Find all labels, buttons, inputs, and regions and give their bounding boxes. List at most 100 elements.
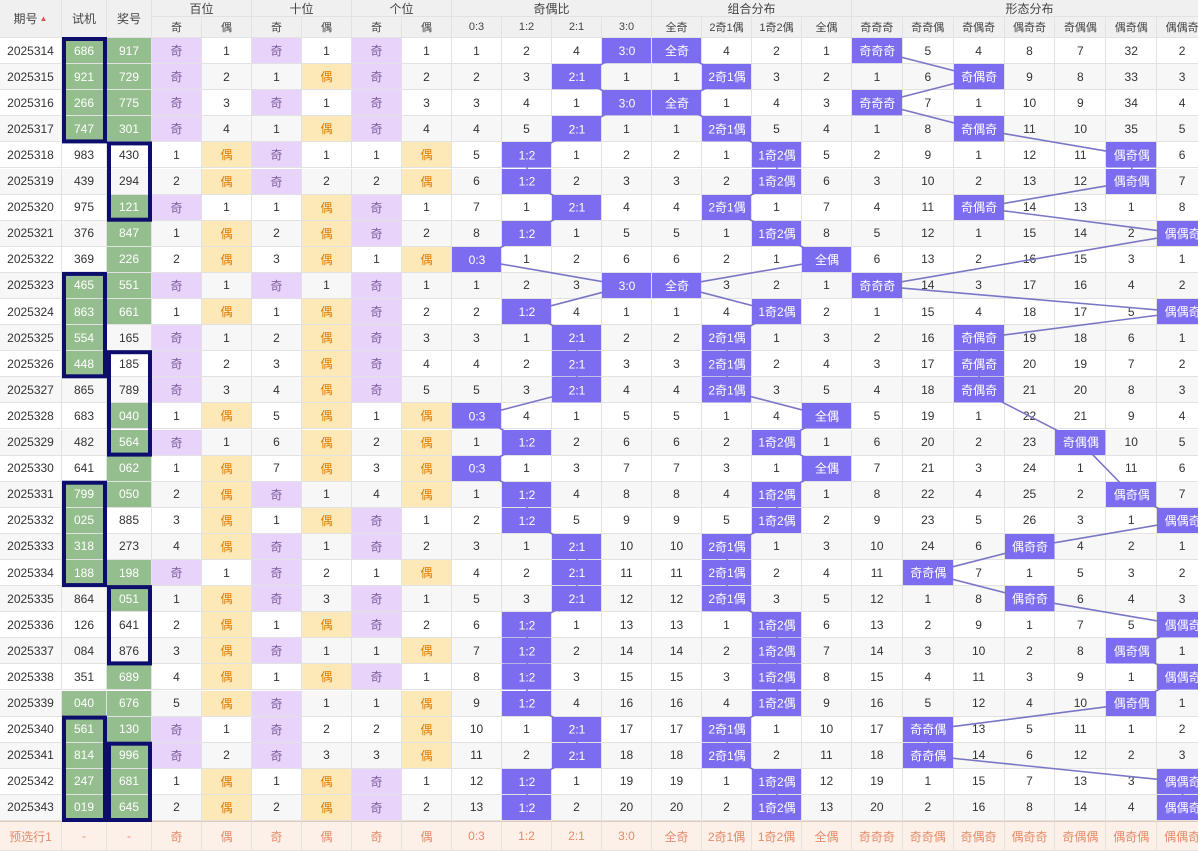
row-cell: 24	[902, 533, 954, 560]
row-period[interactable]: 2025318	[0, 142, 62, 169]
row-period[interactable]: 2025324	[0, 299, 62, 326]
row-period[interactable]: 2025325	[0, 325, 62, 352]
row-cell: 3	[852, 351, 903, 378]
row-cell: 偶	[202, 690, 252, 717]
row-cell: 19	[652, 768, 702, 795]
row-cell: 偶	[402, 716, 452, 743]
row-cell: 偶奇偶	[1106, 481, 1158, 508]
row-cell: 6	[652, 246, 702, 273]
row-period[interactable]: 2025334	[0, 560, 62, 587]
row-period[interactable]: 2025317	[0, 116, 62, 143]
footer-cell[interactable]: 全偶	[802, 821, 852, 851]
row-cell: 偶奇偶	[1106, 638, 1158, 665]
row-cell: 1	[302, 690, 352, 717]
row-cell: 全偶	[802, 246, 852, 273]
sort-asc-icon[interactable]: ▲	[39, 14, 48, 23]
row-cell: 4	[452, 116, 502, 143]
row-cell: 2奇1偶	[702, 560, 752, 587]
footer-cell[interactable]: 奇	[152, 821, 202, 851]
row-period[interactable]: 2025328	[0, 403, 62, 430]
footer-cell[interactable]: 奇奇偶	[902, 821, 954, 851]
row-period[interactable]: 2025335	[0, 586, 62, 613]
header-period[interactable]: 期号 ▲	[0, 0, 62, 38]
row-cell: 3	[953, 272, 1005, 299]
row-cell: 2	[302, 168, 352, 195]
row-cell: 14	[1004, 194, 1056, 221]
row-period[interactable]: 2025343	[0, 794, 62, 821]
footer-cell[interactable]: 偶	[202, 821, 252, 851]
row-cell: 14	[652, 638, 702, 665]
row-cell: 3	[802, 90, 852, 117]
footer-cell[interactable]: 1:2	[502, 821, 552, 851]
footer-cell[interactable]: 偶奇奇	[1004, 821, 1056, 851]
row-cell: 偶	[302, 794, 352, 821]
row-period[interactable]: 2025338	[0, 664, 62, 691]
row-period[interactable]: 2025332	[0, 507, 62, 534]
row-prize-number: 198	[107, 560, 152, 587]
row-period[interactable]: 2025316	[0, 90, 62, 117]
row-period[interactable]: 2025330	[0, 455, 62, 482]
footer-cell[interactable]: 偶	[402, 821, 452, 851]
row-period[interactable]: 2025327	[0, 377, 62, 404]
row-cell: 4	[152, 664, 202, 691]
row-cell: 10	[902, 168, 954, 195]
row-period[interactable]: 2025319	[0, 168, 62, 195]
row-cell: 1	[202, 716, 252, 743]
row-cell: 34	[1106, 90, 1158, 117]
row-cell: 4	[152, 533, 202, 560]
footer-cell[interactable]: 2奇1偶	[702, 821, 752, 851]
footer-cell[interactable]: 偶奇偶	[1106, 821, 1158, 851]
row-period[interactable]: 2025320	[0, 194, 62, 221]
row-cell: 2奇1偶	[702, 194, 752, 221]
footer-cell[interactable]: 3:0	[602, 821, 652, 851]
row-cell: 1	[202, 194, 252, 221]
row-period[interactable]: 2025314	[0, 38, 62, 65]
footer-cell[interactable]: 全奇	[652, 821, 702, 851]
row-cell: 20	[1004, 351, 1056, 378]
row-trial-number: 686	[62, 38, 107, 65]
row-cell: 偶	[202, 142, 252, 169]
row-period[interactable]: 2025339	[0, 690, 62, 717]
row-period[interactable]: 2025337	[0, 638, 62, 665]
row-cell: 1	[252, 64, 302, 91]
row-period[interactable]: 2025342	[0, 768, 62, 795]
row-cell: 7	[452, 194, 502, 221]
subheader-8: 2:1	[552, 17, 602, 38]
footer-cell[interactable]: 2:1	[552, 821, 602, 851]
footer-cell[interactable]: 奇偶奇	[953, 821, 1005, 851]
row-cell: 偶偶奇	[1157, 664, 1198, 691]
row-period[interactable]: 2025323	[0, 272, 62, 299]
row-cell: 2	[202, 742, 252, 769]
row-cell: 2	[602, 325, 652, 352]
footer-cell[interactable]: 偶偶奇	[1157, 821, 1198, 851]
footer-cell[interactable]: 偶	[302, 821, 352, 851]
footer-cell[interactable]: 奇	[252, 821, 302, 851]
row-cell: 1	[702, 768, 752, 795]
row-period[interactable]: 2025326	[0, 351, 62, 378]
row-cell: 3	[452, 533, 502, 560]
row-prize-number: 564	[107, 429, 152, 456]
row-cell: 5	[902, 690, 954, 717]
row-cell: 13	[1055, 194, 1107, 221]
footer-cell[interactable]: 1奇2偶	[752, 821, 802, 851]
row-cell: 2	[752, 38, 802, 65]
row-cell: 1	[602, 116, 652, 143]
subheader-1: 偶	[202, 17, 252, 38]
row-cell: 偶	[402, 481, 452, 508]
row-period[interactable]: 2025333	[0, 533, 62, 560]
row-period[interactable]: 2025336	[0, 612, 62, 639]
row-period[interactable]: 2025322	[0, 246, 62, 273]
footer-cell[interactable]: 奇偶偶	[1055, 821, 1107, 851]
footer-cell[interactable]: 0:3	[452, 821, 502, 851]
row-cell: 12	[1055, 742, 1107, 769]
row-cell: 3	[802, 533, 852, 560]
row-period[interactable]: 2025331	[0, 481, 62, 508]
row-period[interactable]: 2025340	[0, 716, 62, 743]
row-period[interactable]: 2025341	[0, 742, 62, 769]
footer-cell[interactable]: 奇	[352, 821, 402, 851]
row-period[interactable]: 2025321	[0, 220, 62, 247]
row-period[interactable]: 2025329	[0, 429, 62, 456]
row-cell: 5	[852, 220, 903, 247]
footer-cell[interactable]: 奇奇奇	[852, 821, 903, 851]
row-period[interactable]: 2025315	[0, 64, 62, 91]
